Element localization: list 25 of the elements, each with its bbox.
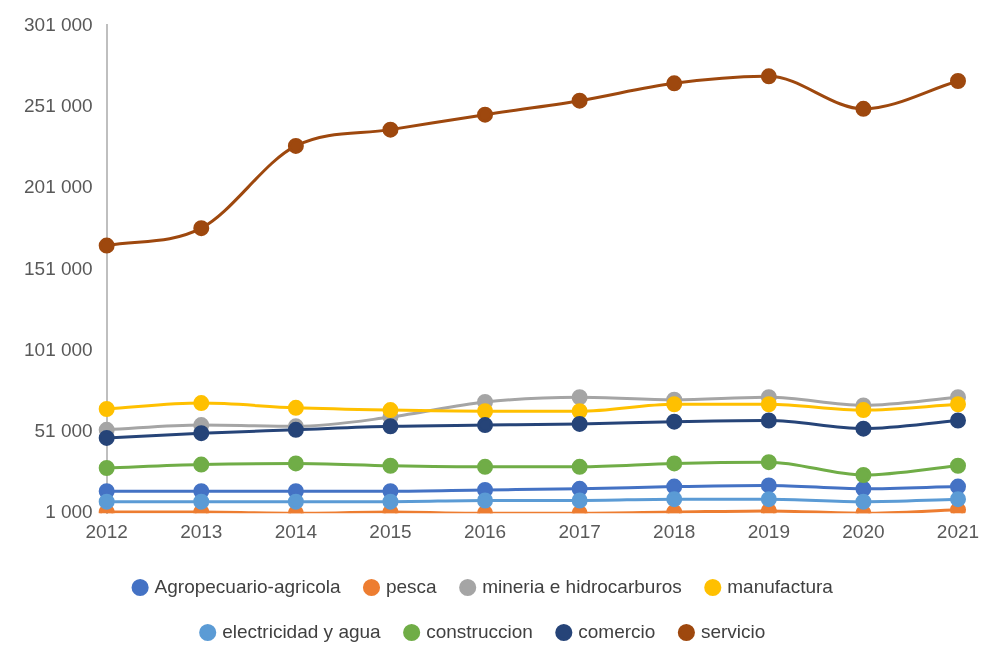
y-tick-label: 201 000	[23, 176, 93, 198]
x-tick-label: 2019	[747, 520, 790, 542]
y-tick-label: 1 000	[45, 501, 93, 523]
x-tick-label: 2016	[463, 520, 507, 542]
legend-label: electricidad y agua	[222, 620, 382, 642]
legend-label: construccion	[426, 620, 533, 642]
x-tick-label: 2020	[842, 520, 885, 542]
legend-label: mineria e hidrocarburos	[482, 575, 682, 597]
legend-label: manufactura	[727, 575, 834, 597]
y-tick-label: 251 000	[23, 94, 93, 116]
x-tick-label: 2017	[558, 520, 601, 542]
y-tick-label: 301 000	[23, 13, 93, 35]
x-tick-label: 2018	[653, 520, 696, 542]
y-tick-label: 51 000	[34, 420, 93, 442]
x-tick-label: 2012	[85, 520, 128, 542]
legend-label: comercio	[578, 620, 656, 642]
legend-label: servicio	[700, 620, 766, 642]
y-tick-label: 101 000	[23, 338, 93, 360]
legend-label: pesca	[385, 575, 438, 597]
x-tick-label: 2014	[274, 520, 318, 542]
y-tick-label: 151 000	[23, 257, 93, 279]
x-tick-label: 2021	[936, 520, 980, 542]
legend-label: Agropecuario-agricola	[154, 575, 341, 597]
x-tick-label: 2013	[180, 520, 223, 542]
x-tick-label: 2015	[369, 520, 412, 542]
